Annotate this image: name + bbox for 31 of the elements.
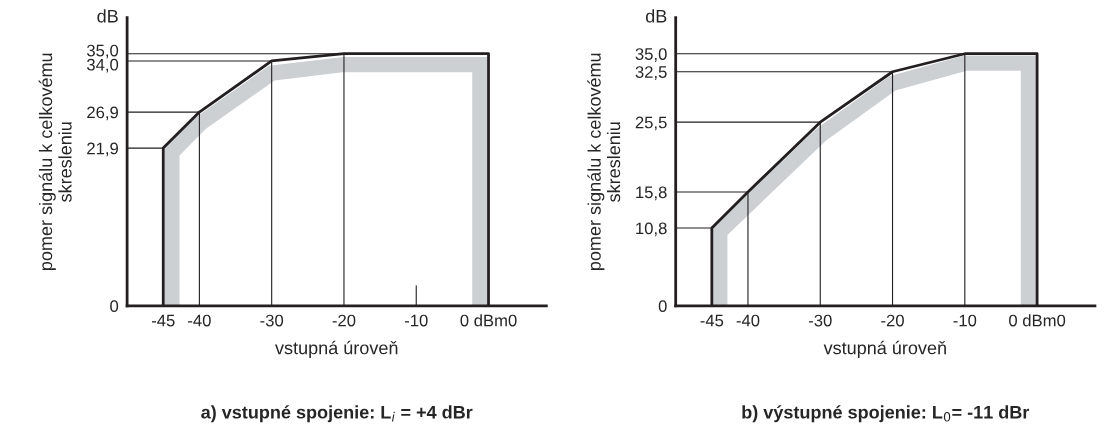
x-axis-title: vstupná úroveň <box>275 340 398 358</box>
x-tick-label: -40 <box>736 314 760 327</box>
text: dB <box>97 9 118 23</box>
text: b) výstupné spojenie: L$_{0}$= -11 dBr <box>742 405 1030 423</box>
x-tick-label: -10 <box>404 314 428 327</box>
y-tick-label: 25,5 <box>635 116 667 131</box>
y-tick-label: 35,0 <box>635 48 667 62</box>
x-tick-label: -20 <box>332 314 356 327</box>
x-tick-label: -10 <box>953 314 977 327</box>
x-tick-label: -45 <box>700 314 724 327</box>
text: a) vstupné spojenie: L$_{i}$ = +4 dBr <box>201 405 473 423</box>
x-tick-label: 0 dBm0 <box>460 314 517 327</box>
y-tick-label: 10,8 <box>636 222 667 237</box>
y-tick-label: 0 <box>110 300 119 313</box>
text: dB <box>645 9 667 23</box>
x-tick-label: -40 <box>188 314 211 327</box>
y-axis-title: pomer signálu k celkovému skresleniu <box>38 53 72 270</box>
x-axis-title: vstupná úroveň <box>823 340 946 358</box>
x-tick-label: -30 <box>260 314 284 327</box>
x-tick-label: -30 <box>808 314 832 327</box>
y-axis-title: pomer signálu k celkovému skresleniu <box>587 53 621 270</box>
y-tick-label: 0 <box>658 300 667 313</box>
y-tick-label: 32,5 <box>635 66 667 80</box>
x-tick-label: -45 <box>151 314 175 327</box>
x-tick-label: 0 dBm0 <box>1009 314 1066 327</box>
y-tick-label: 26,9 <box>87 106 118 121</box>
y-tick-label: 21,9 <box>87 142 118 157</box>
x-tick-label: -20 <box>881 314 904 327</box>
y-tick-label: 15,8 <box>636 186 667 201</box>
y-tick-label: 35,0 <box>86 44 119 59</box>
y-tick-label: 34,0 <box>86 58 119 73</box>
